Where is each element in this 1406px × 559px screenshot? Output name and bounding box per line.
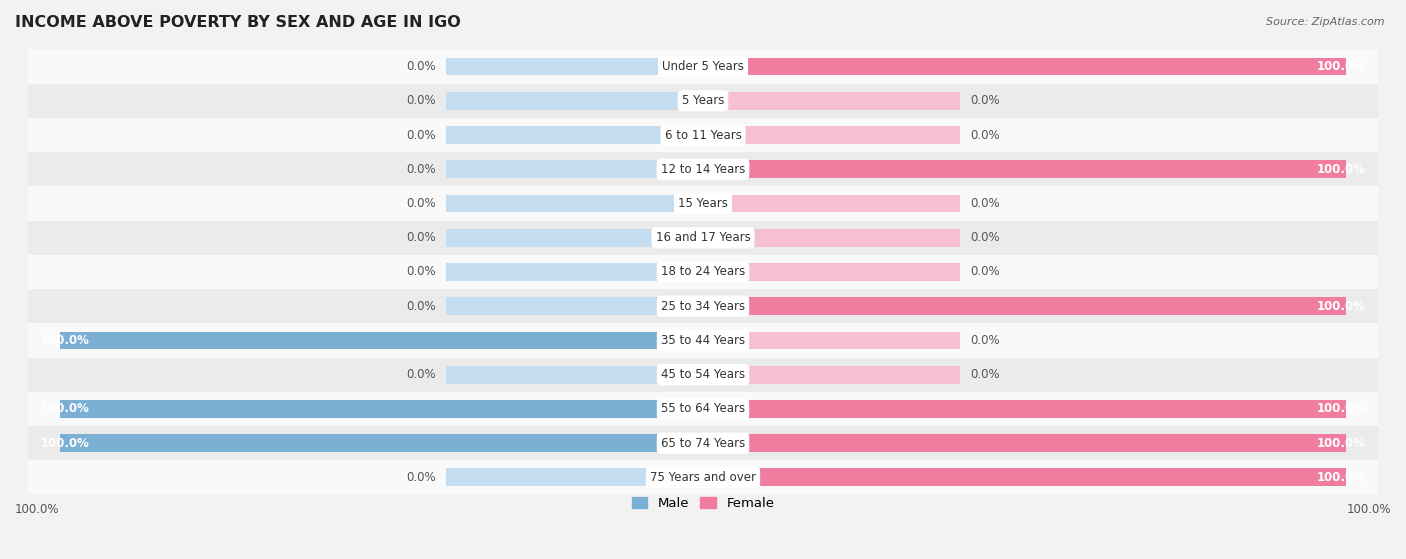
Bar [703,58,960,75]
Text: Source: ZipAtlas.com: Source: ZipAtlas.com [1267,17,1385,27]
Bar [28,289,1378,323]
Bar [60,331,703,349]
Text: 100.0%: 100.0% [1316,163,1365,176]
Bar [28,118,1378,152]
Bar [60,400,703,418]
Bar [703,297,1346,315]
Bar [703,160,1346,178]
Bar [703,331,960,349]
Text: 100.0%: 100.0% [41,402,90,415]
Text: 0.0%: 0.0% [406,94,436,107]
Text: 100.0%: 100.0% [1347,503,1391,516]
Text: 0.0%: 0.0% [970,368,1000,381]
Text: 16 and 17 Years: 16 and 17 Years [655,231,751,244]
Text: 100.0%: 100.0% [1316,300,1365,312]
Bar [446,331,703,349]
Bar [703,400,1346,418]
Text: 100.0%: 100.0% [1316,60,1365,73]
Text: 0.0%: 0.0% [970,94,1000,107]
Bar [446,400,703,418]
Bar [703,366,960,383]
Text: 100.0%: 100.0% [1316,471,1365,484]
Bar [28,426,1378,460]
Text: 100.0%: 100.0% [15,503,59,516]
Bar [703,297,960,315]
Bar [446,297,703,315]
Bar [446,160,703,178]
Text: 0.0%: 0.0% [406,231,436,244]
Bar [703,195,960,212]
Bar [28,49,1378,84]
Bar [446,126,703,144]
Text: 0.0%: 0.0% [406,368,436,381]
Bar [446,58,703,75]
Text: 0.0%: 0.0% [406,129,436,141]
Text: 100.0%: 100.0% [1316,402,1365,415]
Bar [28,358,1378,392]
Bar [703,434,960,452]
Text: 0.0%: 0.0% [406,163,436,176]
Bar [703,468,1346,486]
Text: 0.0%: 0.0% [406,471,436,484]
Text: 100.0%: 100.0% [41,334,90,347]
Text: 0.0%: 0.0% [970,231,1000,244]
Bar [703,263,960,281]
Legend: Male, Female: Male, Female [626,491,780,515]
Text: 6 to 11 Years: 6 to 11 Years [665,129,741,141]
Text: 12 to 14 Years: 12 to 14 Years [661,163,745,176]
Bar [446,229,703,247]
Text: 65 to 74 Years: 65 to 74 Years [661,437,745,449]
Text: 25 to 34 Years: 25 to 34 Years [661,300,745,312]
Bar [703,434,1346,452]
Text: 5 Years: 5 Years [682,94,724,107]
Text: 0.0%: 0.0% [970,129,1000,141]
Bar [703,92,960,110]
Text: 18 to 24 Years: 18 to 24 Years [661,266,745,278]
Bar [60,434,703,452]
Text: INCOME ABOVE POVERTY BY SEX AND AGE IN IGO: INCOME ABOVE POVERTY BY SEX AND AGE IN I… [15,15,461,30]
Text: 75 Years and over: 75 Years and over [650,471,756,484]
Text: 0.0%: 0.0% [406,266,436,278]
Bar [28,392,1378,426]
Text: 100.0%: 100.0% [1316,437,1365,449]
Bar [446,434,703,452]
Text: 100.0%: 100.0% [41,437,90,449]
Text: 0.0%: 0.0% [970,266,1000,278]
Bar [703,400,960,418]
Text: 0.0%: 0.0% [406,197,436,210]
Bar [446,195,703,212]
Bar [446,263,703,281]
Text: 0.0%: 0.0% [406,60,436,73]
Text: 0.0%: 0.0% [970,197,1000,210]
Bar [28,460,1378,495]
Text: 55 to 64 Years: 55 to 64 Years [661,402,745,415]
Text: 45 to 54 Years: 45 to 54 Years [661,368,745,381]
Bar [28,152,1378,186]
Bar [446,92,703,110]
Text: 35 to 44 Years: 35 to 44 Years [661,334,745,347]
Bar [28,84,1378,118]
Bar [703,468,960,486]
Bar [703,160,960,178]
Bar [28,221,1378,255]
Bar [446,468,703,486]
Bar [446,366,703,383]
Bar [28,186,1378,221]
Text: 0.0%: 0.0% [406,300,436,312]
Bar [703,126,960,144]
Bar [703,58,1346,75]
Text: Under 5 Years: Under 5 Years [662,60,744,73]
Bar [703,229,960,247]
Text: 0.0%: 0.0% [970,334,1000,347]
Bar [28,323,1378,358]
Text: 15 Years: 15 Years [678,197,728,210]
Bar [28,255,1378,289]
